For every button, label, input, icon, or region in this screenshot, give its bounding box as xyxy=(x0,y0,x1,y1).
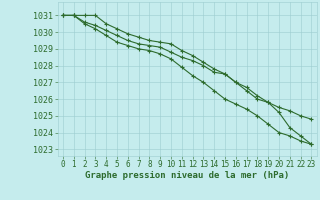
X-axis label: Graphe pression niveau de la mer (hPa): Graphe pression niveau de la mer (hPa) xyxy=(85,171,289,180)
